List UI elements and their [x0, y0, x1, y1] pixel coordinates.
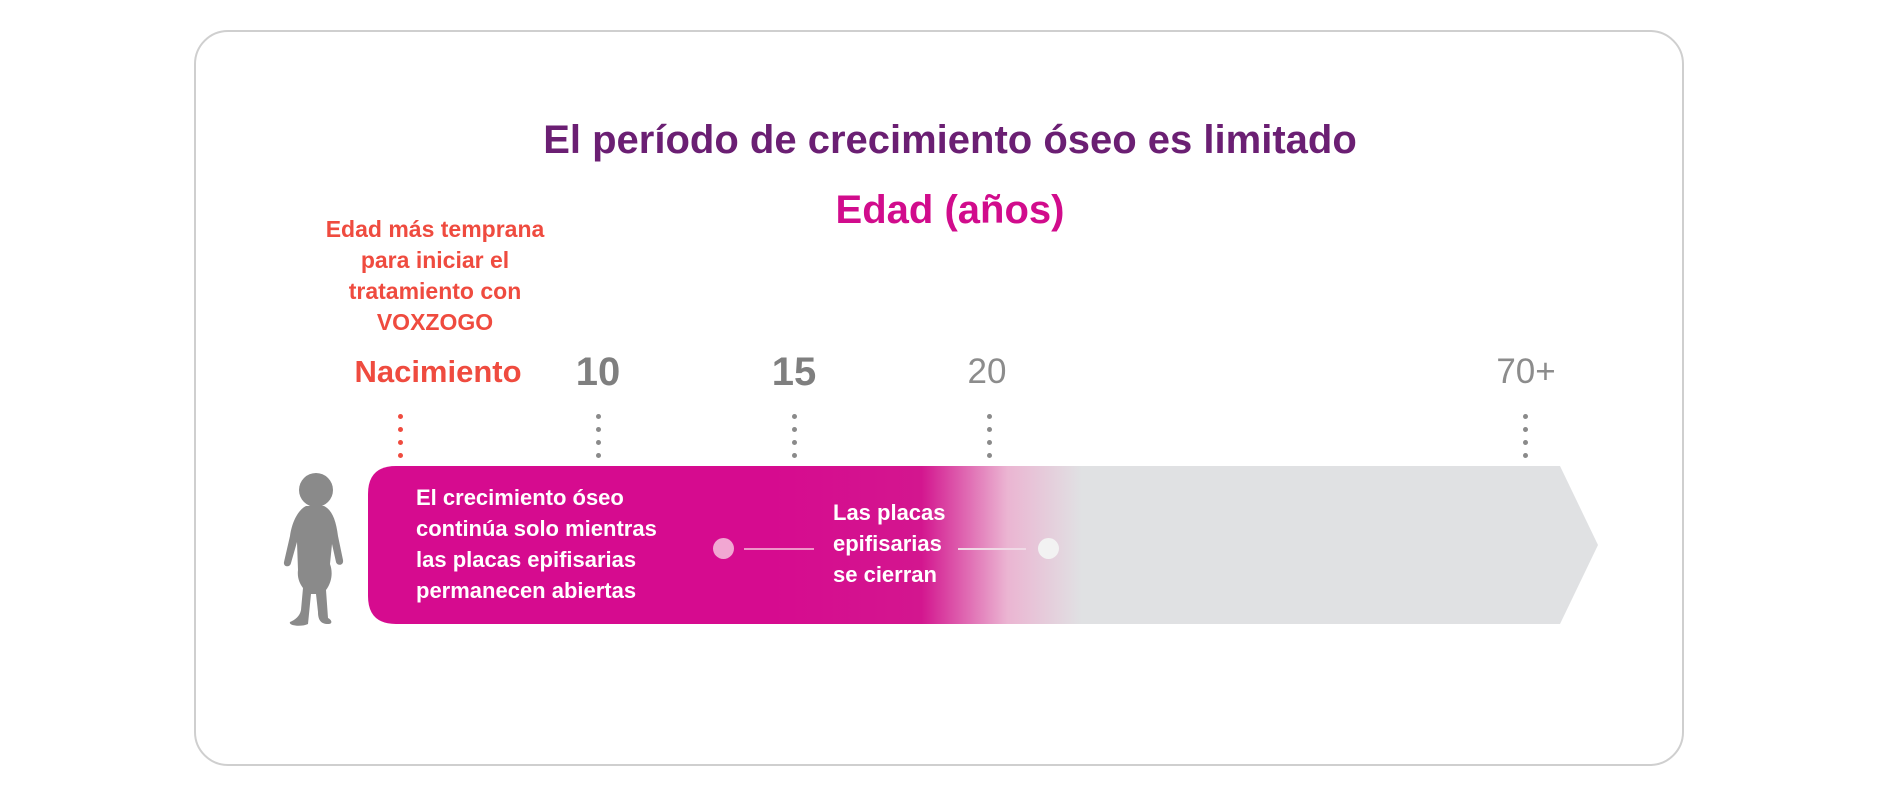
tick-dot [792, 440, 797, 445]
tick-dot [1523, 427, 1528, 432]
connector-line [958, 548, 1026, 550]
tick-dot [1523, 414, 1528, 419]
connector-line [744, 548, 814, 550]
earliest-treatment-note: Edad más temprana para iniciar el tratam… [310, 214, 560, 338]
tick-dot [1523, 453, 1528, 458]
child-silhouette-icon [283, 473, 344, 626]
tick-dot [398, 414, 403, 419]
tick-dot [987, 427, 992, 432]
close-line: epifisarias [833, 531, 942, 556]
growth-line: El crecimiento óseo [416, 485, 624, 510]
tick-dot [792, 453, 797, 458]
timeline-bar-shape [368, 466, 1598, 624]
tick-dot [987, 453, 992, 458]
tick-dot [792, 414, 797, 419]
note-line: para iniciar el [360, 247, 510, 273]
tick-dot [398, 440, 403, 445]
tick-dot [398, 427, 403, 432]
timeline-bar [368, 466, 1598, 624]
axis-title: Edad (años) [835, 188, 1065, 232]
tick-dot [987, 440, 992, 445]
plates-close-description: Las placas epifisarias se cierran [833, 497, 973, 590]
growth-description: El crecimiento óseo continúa solo mientr… [416, 482, 686, 606]
tick-label-20: 20 [967, 352, 1007, 391]
tick-label-70-plus: 70+ [1496, 352, 1556, 391]
tick-dot [398, 453, 403, 458]
plates-closed-marker [1038, 538, 1059, 559]
tick-dot [987, 414, 992, 419]
tick-dot [1523, 440, 1528, 445]
tick-dot [596, 453, 601, 458]
close-line: se cierran [833, 562, 937, 587]
note-line: tratamiento con [348, 278, 522, 304]
note-line: VOXZOGO [376, 309, 494, 335]
tick-dot [792, 427, 797, 432]
tick-dot [596, 414, 601, 419]
diagram-title: El período de crecimiento óseo es limita… [543, 118, 1357, 162]
diagram-card [194, 30, 1684, 766]
tick-label-10: 10 [575, 350, 621, 394]
growth-phase-marker [713, 538, 734, 559]
note-line: Edad más temprana [325, 216, 545, 242]
tick-dot [596, 427, 601, 432]
growth-line: permanecen abiertas [416, 578, 637, 603]
growth-line: continúa solo mientras [416, 516, 657, 541]
tick-label-15: 15 [771, 350, 817, 394]
tick-dot [596, 440, 601, 445]
close-line: Las placas [833, 500, 946, 525]
growth-line: las placas epifisarias [416, 547, 637, 572]
tick-label-birth: Nacimiento [354, 354, 522, 389]
